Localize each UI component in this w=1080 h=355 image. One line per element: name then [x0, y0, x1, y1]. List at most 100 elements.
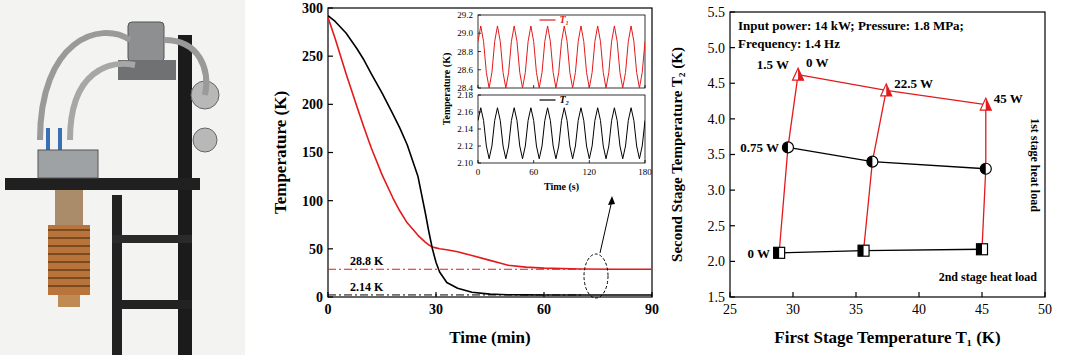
y-tick [328, 56, 333, 57]
y-tick [730, 83, 735, 84]
y-tick [730, 47, 735, 48]
x-tick [981, 292, 982, 297]
y-tick [478, 51, 481, 52]
y-tick-label: 2.12 [457, 141, 473, 151]
x-tick [792, 292, 793, 297]
x-tick [533, 160, 534, 163]
marker [774, 247, 785, 258]
y-tick-label: 2.18 [457, 90, 473, 100]
marker-outline [980, 163, 991, 174]
frame-bar [112, 235, 192, 243]
plot-area [774, 68, 992, 258]
y-tick-label: 150 [302, 145, 323, 160]
y-tick-label: 0 [316, 290, 323, 305]
y-tick [730, 296, 735, 297]
y-tick [730, 261, 735, 262]
y-tick-label: 2.10 [457, 158, 473, 168]
y-tick [328, 152, 333, 153]
x-tick [729, 292, 730, 297]
marker-outline [867, 156, 878, 167]
x-tick-label: 50 [1038, 302, 1052, 317]
y-tick-label: 100 [302, 194, 323, 209]
y-tick [730, 118, 735, 119]
x-tick-label: 60 [529, 167, 539, 177]
cold-stage [55, 190, 83, 225]
x-tick-label: 30 [786, 302, 800, 317]
row-line [788, 147, 986, 168]
plot-frame [328, 8, 652, 297]
y-tick-label: 28.6 [457, 65, 473, 75]
x-tick-label: 30 [429, 302, 443, 317]
x-tick [1044, 292, 1045, 297]
marker-fill [980, 163, 985, 174]
column-line [982, 105, 986, 250]
marker [782, 142, 793, 153]
y-tick [730, 154, 735, 155]
marker [881, 84, 892, 96]
x-tick [589, 160, 590, 163]
arrow-shaft [600, 200, 612, 253]
y-tick-label: 2.14 [457, 124, 473, 134]
y-tick [478, 95, 481, 96]
coil [48, 229, 90, 231]
x-tick [855, 292, 856, 297]
background [0, 0, 1080, 355]
row-line [779, 249, 982, 253]
inset-x-axis-label: Time (s) [544, 181, 579, 193]
y-axis-label: Temperature (K) [271, 91, 290, 214]
x-tick-label: 25 [723, 302, 737, 317]
column-line [864, 90, 887, 250]
x-tick-label: 120 [583, 167, 597, 177]
plot-frame [478, 95, 645, 163]
subtitle: Frequency: 1.4 Hz [738, 36, 840, 51]
y-tick-label: 3.0 [708, 183, 726, 198]
x-tick-label: 0 [325, 302, 332, 317]
y-tick-label: 3.5 [708, 147, 726, 162]
marker-fill [977, 244, 983, 255]
y-tick-label: 4.0 [708, 112, 726, 127]
legend-label: T₁ [560, 14, 570, 25]
x-tick-label: 35 [849, 302, 863, 317]
y-tick-label: 2.16 [457, 107, 473, 117]
regenerator [48, 225, 90, 295]
y-tick [328, 248, 333, 249]
marker [867, 156, 878, 167]
y-tick-label: 1.5 [708, 290, 726, 305]
y-tick-label: 29.2 [457, 10, 473, 20]
x-tick-label: 60 [537, 302, 551, 317]
marker-outline [793, 68, 804, 80]
flange [38, 150, 98, 178]
x-tick [533, 85, 534, 88]
row-label: 0.75 W [740, 140, 779, 155]
y-tick [478, 88, 481, 89]
x-axis-label: First Stage Temperature T₁ (K) [774, 328, 1000, 347]
y-tick-label: 5.0 [708, 41, 726, 56]
series-line [478, 108, 645, 159]
y-tick [478, 146, 481, 147]
y-tick [730, 11, 735, 12]
marker-fill [858, 245, 864, 256]
motor [128, 22, 164, 62]
reference-label: 2.14 K [350, 280, 384, 294]
y-tick-label: 2.0 [708, 254, 726, 269]
y-tick-label: 5.5 [708, 5, 726, 20]
frame-post [112, 195, 122, 355]
series-line [328, 16, 652, 295]
coil [48, 277, 90, 279]
cold-tip [58, 295, 80, 307]
column-label: 22.5 W [894, 76, 933, 91]
y-axis-label: Second Stage Temperature T₂ (K) [669, 47, 686, 262]
x-tick [645, 160, 646, 163]
plot-frame [478, 15, 645, 88]
x-tick-label: 45 [975, 302, 989, 317]
marker-fill [986, 98, 992, 110]
y-tick [478, 69, 481, 70]
y-tick-label: 28.8 [457, 47, 473, 57]
y-tick [478, 163, 481, 164]
marker [977, 244, 988, 255]
legend-swatch [540, 19, 556, 20]
x-tick-label: 90 [645, 302, 659, 317]
marker-outline [858, 245, 869, 256]
marker [980, 98, 991, 110]
plot-area [478, 26, 645, 88]
